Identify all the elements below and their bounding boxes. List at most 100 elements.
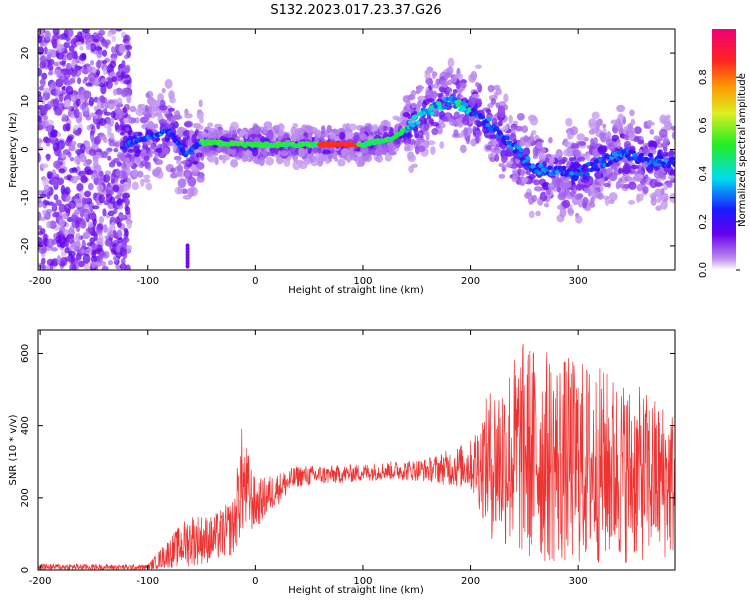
spectrum-blob xyxy=(417,95,426,102)
spectrum-blob xyxy=(112,208,118,215)
spectrum-blob xyxy=(637,139,645,145)
spectrum-blob xyxy=(176,164,183,174)
spectrum-blob xyxy=(110,172,116,182)
snr-y-axis-label: SNR (10 * v/v) xyxy=(8,414,19,485)
spectrum-ridge-cell xyxy=(486,116,492,122)
spectrum-blob xyxy=(79,103,86,111)
spectrum-blob xyxy=(395,117,405,122)
spectrum-blob xyxy=(58,92,64,103)
snr-x-ticks: -200 -100 0 100 200 300 xyxy=(29,330,588,587)
spectrum-blob xyxy=(196,110,204,120)
spectrum-ridge-cell xyxy=(554,170,561,175)
spectrum-blob xyxy=(88,96,94,107)
spectrum-blob xyxy=(360,146,369,155)
spectrum-blob xyxy=(672,131,675,138)
snr-panel: -200 -100 0 100 200 300 0 200 400 600 Height of … xyxy=(8,329,676,596)
spectrum-blob xyxy=(602,195,611,200)
spectrum-ridge-cell xyxy=(607,160,614,165)
spectrum-blob xyxy=(114,105,121,115)
spectrum-blob xyxy=(266,130,274,140)
spectrogram-x-tick-label: -200 xyxy=(29,276,52,287)
spectrum-blob xyxy=(533,186,543,192)
spectrum-blob xyxy=(170,167,176,173)
spectrum-blob xyxy=(111,76,118,83)
spectrum-blob xyxy=(592,148,598,157)
spectrum-blob xyxy=(403,146,411,152)
spectrum-blob xyxy=(38,244,46,249)
spectrum-blob xyxy=(161,147,170,155)
spectrum-blob xyxy=(405,100,412,109)
spectrum-blob xyxy=(474,119,480,126)
spectrum-blob xyxy=(38,115,43,124)
spectrum-blob xyxy=(103,224,108,233)
spectrum-blob xyxy=(123,54,129,60)
spectrum-blob xyxy=(182,136,187,142)
spectrum-blob xyxy=(570,143,579,149)
spectrum-blob xyxy=(629,109,635,117)
spectrum-blob xyxy=(283,157,291,167)
spectrum-blob xyxy=(591,189,599,199)
spectrum-blob xyxy=(97,112,103,118)
spectrum-blob xyxy=(633,126,642,135)
spectrum-blob xyxy=(339,131,346,140)
spectrum-blob xyxy=(95,151,102,159)
spectrum-blob xyxy=(231,129,237,135)
spectrum-blob xyxy=(581,182,591,188)
spectrum-blob xyxy=(608,172,618,182)
spectrum-blob xyxy=(51,212,58,218)
spectrum-blob xyxy=(122,239,127,249)
spectrum-blob xyxy=(154,106,159,113)
spectrum-ridge-cell xyxy=(429,111,435,116)
spectrum-blob xyxy=(615,138,621,149)
spectrum-blob xyxy=(608,142,613,147)
spectrum-blob xyxy=(52,38,58,49)
spectrum-blob xyxy=(364,153,372,163)
spectrum-blob xyxy=(410,102,417,109)
spectrum-blob xyxy=(636,193,641,204)
colorbar-tick-label: 0.8 xyxy=(698,69,709,85)
spectrum-blob xyxy=(39,55,47,64)
spectrum-blob xyxy=(82,29,91,34)
spectrum-blob xyxy=(120,71,126,77)
spectrum-blob xyxy=(277,123,285,132)
spectrum-blob xyxy=(109,60,117,69)
spectrum-blob xyxy=(521,125,529,133)
spectrum-blob xyxy=(430,121,440,127)
spectrum-blob xyxy=(70,214,78,223)
spectrum-blob xyxy=(70,175,79,184)
snr-x-axis-label: Height of straight line (km) xyxy=(288,585,424,596)
spectrum-blob xyxy=(52,29,60,36)
spectrum-blob xyxy=(498,162,505,168)
spectrum-blob xyxy=(102,136,108,144)
spectrum-blob xyxy=(528,173,536,180)
spectrum-blob xyxy=(333,129,340,135)
spectrum-blob xyxy=(111,35,117,43)
spectrum-blob xyxy=(283,133,289,139)
spectrum-blob xyxy=(345,131,355,139)
spectrum-blob xyxy=(66,29,74,38)
spectrum-blob xyxy=(501,166,506,172)
spectrum-blob xyxy=(538,199,543,205)
spectrum-blob xyxy=(143,155,150,162)
spectrum-blob xyxy=(77,77,82,85)
spectrum-blob xyxy=(371,124,379,132)
spectrum-blob xyxy=(667,175,675,180)
spectrum-blob xyxy=(490,151,496,159)
spectrum-ridge-cell xyxy=(538,163,544,168)
spectrum-blob xyxy=(48,58,55,66)
spectrum-blob xyxy=(637,164,643,172)
spectrum-blob xyxy=(56,147,62,158)
spectrum-blob xyxy=(433,83,439,89)
spectrum-blob xyxy=(92,158,99,167)
spectrum-blob xyxy=(123,227,129,234)
spectrum-blob xyxy=(520,168,526,177)
spectrum-blob xyxy=(66,135,73,142)
snr-x-tick-label: 200 xyxy=(461,576,480,587)
spectrum-blob xyxy=(75,148,83,155)
spectrum-blob xyxy=(38,146,44,151)
spectrum-blob xyxy=(38,152,41,163)
spectrum-blob xyxy=(116,221,122,228)
spectrum-blob xyxy=(650,196,657,206)
spectrum-blob xyxy=(65,85,74,95)
